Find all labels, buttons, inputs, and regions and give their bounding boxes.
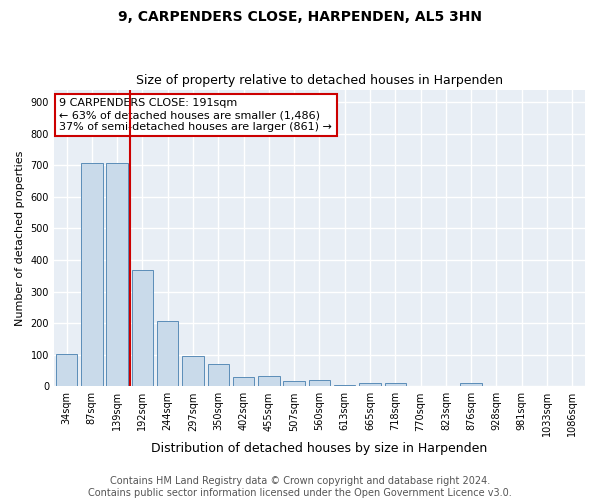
Bar — [157, 321, 178, 386]
Bar — [334, 385, 355, 386]
Text: 9 CARPENDERS CLOSE: 191sqm
← 63% of detached houses are smaller (1,486)
37% of s: 9 CARPENDERS CLOSE: 191sqm ← 63% of deta… — [59, 98, 332, 132]
X-axis label: Distribution of detached houses by size in Harpenden: Distribution of detached houses by size … — [151, 442, 488, 455]
Text: Contains HM Land Registry data © Crown copyright and database right 2024.
Contai: Contains HM Land Registry data © Crown c… — [88, 476, 512, 498]
Bar — [56, 354, 77, 386]
Bar — [309, 380, 330, 386]
Bar — [106, 163, 128, 386]
Bar — [182, 356, 204, 386]
Y-axis label: Number of detached properties: Number of detached properties — [15, 150, 25, 326]
Text: 9, CARPENDERS CLOSE, HARPENDEN, AL5 3HN: 9, CARPENDERS CLOSE, HARPENDEN, AL5 3HN — [118, 10, 482, 24]
Bar — [208, 364, 229, 386]
Bar — [385, 383, 406, 386]
Title: Size of property relative to detached houses in Harpenden: Size of property relative to detached ho… — [136, 74, 503, 87]
Bar — [460, 383, 482, 386]
Bar — [258, 376, 280, 386]
Bar — [81, 163, 103, 386]
Bar — [359, 383, 381, 386]
Bar — [131, 270, 153, 386]
Bar — [233, 377, 254, 386]
Bar — [283, 381, 305, 386]
